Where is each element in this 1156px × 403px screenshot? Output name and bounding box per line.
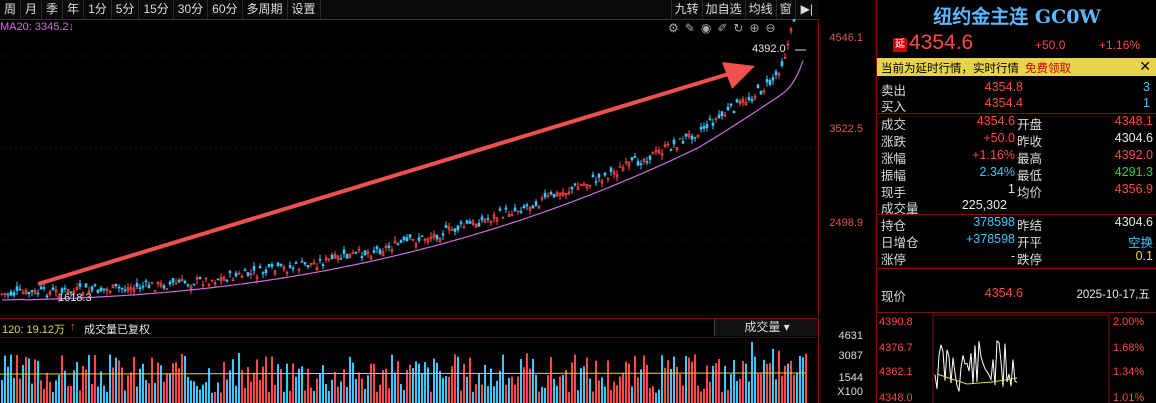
axis-tick: 4631 bbox=[838, 330, 863, 342]
mini-price-tick: 4390.8 bbox=[879, 316, 913, 328]
stat-row: 成交 4354.6 开盘 4348.1 bbox=[881, 114, 1153, 132]
price-change: +50.0 bbox=[1035, 38, 1066, 52]
high-price-label: 4392.0 bbox=[752, 43, 786, 55]
last-price: 4354.6 bbox=[909, 31, 974, 54]
mini-price-tick: 4362.1 bbox=[879, 366, 913, 378]
axis-tick: 1544 bbox=[838, 372, 863, 384]
volume-indicator-select[interactable]: 成交量 ▾ bbox=[714, 319, 819, 336]
period-button-6[interactable]: 15分 bbox=[139, 0, 174, 19]
close-icon[interactable]: ✕ bbox=[1139, 58, 1151, 74]
mini-price-tick: 4376.7 bbox=[879, 342, 913, 354]
period-button-0[interactable]: 周 bbox=[0, 0, 22, 19]
volume-axis: 4631 3087 1544 X100 bbox=[818, 318, 877, 403]
period-button-1[interactable]: 月 bbox=[21, 0, 43, 19]
period-button-4[interactable]: 1分 bbox=[84, 0, 112, 19]
nine-turn-button[interactable]: 九转 bbox=[670, 0, 702, 19]
stat-row: 涨跌 +50.0 昨收 4304.6 bbox=[881, 131, 1153, 149]
period-button-8[interactable]: 60分 bbox=[208, 0, 243, 19]
bid-row: 买入 4354.4 1 bbox=[881, 96, 1150, 114]
period-button-9[interactable]: 多周期 bbox=[243, 0, 288, 19]
stat-row: 现手 1 均价 4356.9 bbox=[881, 182, 1153, 200]
zoom-out-icon[interactable]: ⊖ bbox=[765, 21, 782, 35]
now-price-row: 现价 4354.6 2025-10-17,五 bbox=[881, 286, 1150, 304]
kline-chart[interactable] bbox=[0, 19, 818, 317]
quote-panel: 纽约金主连 GC0W 延 4354.6 +50.0 +1.16% 当前为延时行情… bbox=[876, 0, 1156, 403]
ma20-indicator: MA20: 3345.2↓ bbox=[0, 21, 75, 33]
brush-icon[interactable]: ✐ bbox=[717, 21, 734, 35]
toolbar-right: 九转 加自选 均线 窗 ▶| bbox=[670, 0, 818, 19]
draw-icon[interactable]: ✎ bbox=[684, 21, 701, 35]
volume-header: 120: 19.12万 ↑ 成交量已复权 成交量 ▾ bbox=[0, 318, 819, 338]
refresh-icon[interactable]: ↻ bbox=[733, 21, 750, 35]
period-button-3[interactable]: 年 bbox=[63, 0, 85, 19]
period-button-5[interactable]: 5分 bbox=[112, 0, 140, 19]
ma-line-button[interactable]: 均线 bbox=[744, 0, 776, 19]
stat-row: 涨停 - 跌停 0.1 bbox=[881, 249, 1153, 267]
mini-pct-tick: 2.00% bbox=[1113, 316, 1144, 328]
price-axis: 4546.1 3522.5 2498.9 bbox=[818, 19, 877, 317]
period-button-7[interactable]: 30分 bbox=[174, 0, 209, 19]
volume-chart[interactable] bbox=[0, 337, 818, 403]
low-price-label: 1618.3 bbox=[58, 292, 92, 304]
mini-pct-tick: 1.68% bbox=[1113, 342, 1144, 354]
mini-pct-tick: 1.01% bbox=[1113, 392, 1144, 403]
mini-price-tick: 4348.0 bbox=[879, 392, 913, 403]
ask-row: 卖出 4354.8 3 bbox=[881, 80, 1150, 98]
period-button-2[interactable]: 季 bbox=[42, 0, 64, 19]
volume-adjusted-label: 成交量已复权 bbox=[84, 324, 150, 336]
collapse-icon[interactable]: ▶| bbox=[794, 0, 818, 19]
free-trial-link[interactable]: 免费领取 bbox=[1025, 63, 1071, 75]
stat-row: 日增仓 +378598 开平 空换 bbox=[881, 232, 1153, 250]
stat-row: 振幅 2.34% 最低 4291.3 bbox=[881, 165, 1153, 183]
volume-ma-label: 120: 19.12万 bbox=[2, 324, 65, 336]
window-button[interactable]: 窗 bbox=[775, 0, 795, 19]
instrument-title: 纽约金主连 GC0W bbox=[933, 6, 1101, 28]
zoom-in-icon[interactable]: ⊕ bbox=[749, 21, 766, 35]
stat-row: 涨幅 +1.16% 最高 4392.0 bbox=[881, 148, 1153, 166]
volume-row: 成交量 225,302 bbox=[881, 198, 1007, 216]
axis-tick: X100 bbox=[837, 386, 863, 398]
add-watchlist-button[interactable]: 加自选 bbox=[701, 0, 745, 19]
chart-tools: ⚙✎◉✐↻⊕⊖ bbox=[668, 21, 782, 35]
mini-pct-tick: 1.34% bbox=[1113, 366, 1144, 378]
settings-icon[interactable]: ⚙ bbox=[668, 21, 685, 35]
intraday-mini-chart[interactable]: 4390.8 2.00% 4376.7 1.68% 4362.1 1.34% 4348.0 1… bbox=[877, 314, 1156, 403]
eye-icon[interactable]: ◉ bbox=[700, 21, 718, 35]
stat-row: 持仓 378598 昨结 4304.6 bbox=[881, 215, 1153, 233]
period-button-10[interactable]: 设置 bbox=[288, 0, 321, 19]
axis-tick: 3522.5 bbox=[829, 123, 863, 135]
axis-tick: 4546.1 bbox=[829, 32, 863, 44]
delay-badge: 延 bbox=[893, 38, 907, 52]
axis-tick: 3087 bbox=[838, 350, 863, 362]
axis-tick: 2498.9 bbox=[829, 217, 863, 229]
period-toolbar: 周月季年 1分 5分 15分 30分 60分 多周期 设置 九转 加自选 均线 窗 ▶| bbox=[0, 0, 818, 20]
price-change-pct: +1.16% bbox=[1099, 38, 1141, 52]
delay-notice: 当前为延时行情，实时行情 免费领取 ✕ bbox=[877, 58, 1156, 76]
ma20-value: 3345.2 bbox=[34, 21, 69, 33]
